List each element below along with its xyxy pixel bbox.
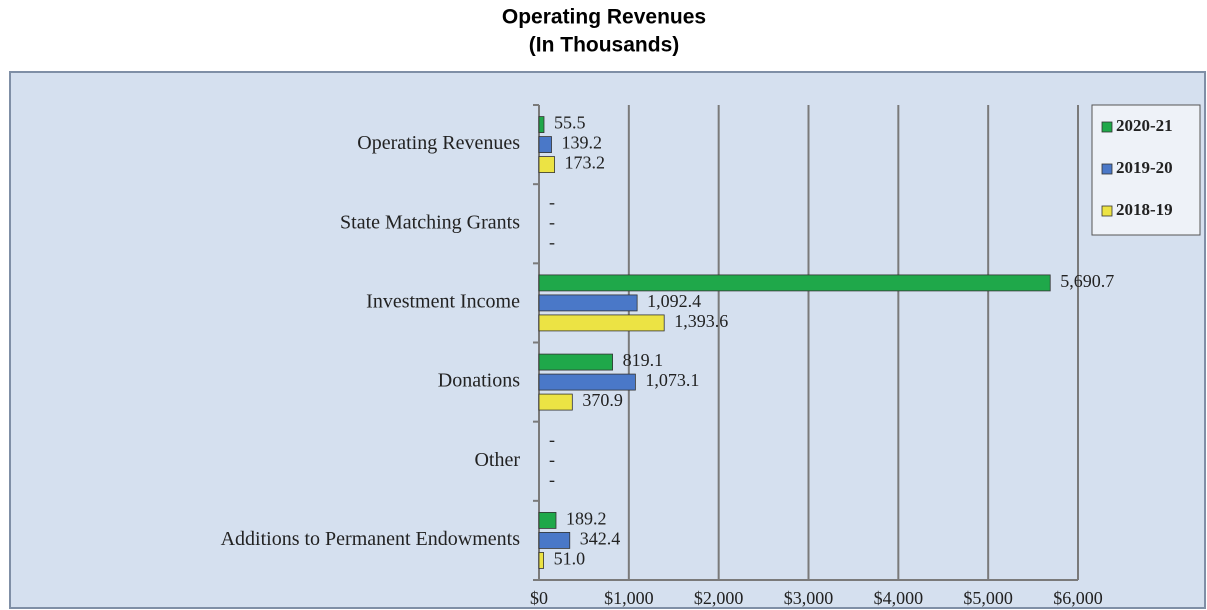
bar xyxy=(538,314,665,332)
bar xyxy=(538,552,544,569)
bar xyxy=(538,512,557,529)
value-label: 819.1 xyxy=(623,350,664,370)
bar xyxy=(538,156,555,173)
x-tick-label: $6,000 xyxy=(1053,588,1103,608)
y-tick-label: Investment Income xyxy=(366,291,520,313)
chart-subtitle: (In Thousands) xyxy=(529,34,680,57)
y-tick-label: Operating Revenues xyxy=(357,132,520,154)
bar xyxy=(538,393,573,411)
value-label: - xyxy=(549,192,555,212)
value-label: 189.2 xyxy=(566,509,607,529)
legend-swatch xyxy=(1101,163,1113,175)
bar xyxy=(538,294,638,312)
value-label: - xyxy=(549,469,555,489)
bar xyxy=(538,532,571,549)
bar xyxy=(538,373,636,391)
value-label: - xyxy=(549,232,555,252)
value-label: - xyxy=(549,449,555,469)
x-tick-label: $1,000 xyxy=(604,588,654,608)
value-label: 1,092.4 xyxy=(647,291,701,311)
x-tick-label: $4,000 xyxy=(874,588,924,608)
x-tick-label: $5,000 xyxy=(963,588,1013,608)
bar xyxy=(538,116,545,133)
value-label: 370.9 xyxy=(582,390,623,410)
legend-swatch xyxy=(1101,205,1113,217)
value-label: 5,690.7 xyxy=(1060,271,1114,291)
bar xyxy=(538,353,613,371)
y-tick-label: Donations xyxy=(438,370,520,392)
value-label: 139.2 xyxy=(562,133,603,153)
value-label: 55.5 xyxy=(554,113,586,133)
value-label: 1,393.6 xyxy=(674,311,728,331)
value-label: 173.2 xyxy=(565,153,606,173)
bar xyxy=(538,136,552,153)
chart-frame xyxy=(9,71,1206,609)
y-tick-label: Additions to Permanent Endowments xyxy=(221,528,521,550)
chart-title: Operating Revenues xyxy=(502,6,706,29)
x-tick-label: $3,000 xyxy=(784,588,834,608)
value-label: 1,073.1 xyxy=(645,370,699,390)
x-tick-label: $2,000 xyxy=(694,588,744,608)
legend-label: 2019-20 xyxy=(1116,158,1173,177)
legend-label: 2020-21 xyxy=(1116,116,1173,135)
legend-label: 2018-19 xyxy=(1116,200,1173,219)
value-label: - xyxy=(549,212,555,232)
legend-swatch xyxy=(1101,121,1113,133)
value-label: 342.4 xyxy=(580,529,621,549)
bar xyxy=(538,274,1051,292)
y-tick-label: State Matching Grants xyxy=(340,211,520,233)
x-tick-label: $0 xyxy=(530,588,548,608)
value-label: 51.0 xyxy=(554,549,586,569)
y-tick-label: Other xyxy=(474,449,520,471)
value-label: - xyxy=(549,429,555,449)
